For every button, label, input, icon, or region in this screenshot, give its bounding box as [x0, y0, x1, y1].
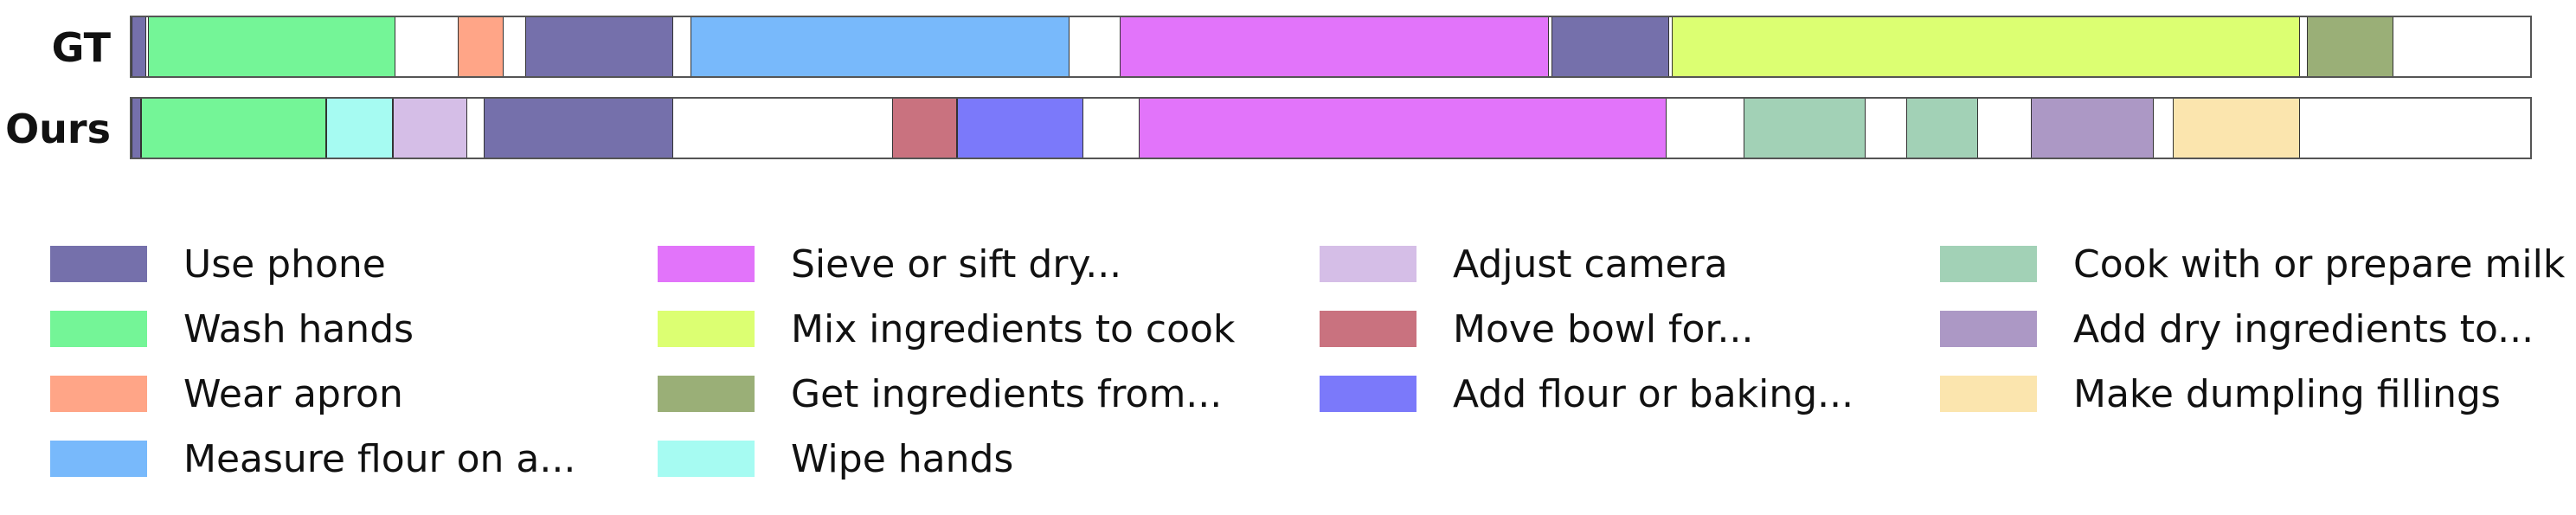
legend-item: Wash hands: [50, 303, 414, 355]
legend-label: Add flour or baking...: [1453, 371, 1854, 416]
legend-label: Wipe hands: [791, 436, 1014, 481]
segment-wear-apron: [457, 17, 504, 76]
legend-swatch: [1320, 311, 1416, 347]
segment-cook-with-or-prepare-milk: [1906, 99, 1979, 158]
legend-item: Cook with or prepare milk: [1940, 238, 2565, 290]
segment-use-phone: [132, 17, 146, 76]
legend-swatch: [658, 311, 755, 347]
segment-get-ingredients-from: [2307, 17, 2393, 76]
timeline-track-gt: [130, 16, 2532, 78]
legend-item: Wear apron: [50, 368, 403, 420]
segment-sieve-or-sift-dry: [1120, 17, 1550, 76]
legend-item: Move bowl for...: [1320, 303, 1753, 355]
segment-sieve-or-sift-dry: [1139, 99, 1667, 158]
segment-use-phone: [1551, 17, 1669, 76]
legend-item: Wipe hands: [658, 433, 1013, 485]
legend-item: Mix ingredients to cook: [658, 303, 1235, 355]
row-label-gt: GT: [51, 24, 111, 71]
legend-swatch: [50, 376, 147, 412]
legend-swatch: [50, 441, 147, 477]
legend-item: Sieve or sift dry...: [658, 238, 1121, 290]
segment-wash-hands: [148, 17, 395, 76]
legend-label: Wear apron: [183, 371, 403, 416]
segment-add-dry-ingredients-to: [2031, 99, 2154, 158]
segment-measure-flour-on-a: [690, 17, 1070, 76]
legend-item: Add dry ingredients to...: [1940, 303, 2534, 355]
segment-wash-hands: [141, 99, 326, 158]
legend-item: Add flour or baking...: [1320, 368, 1853, 420]
legend-swatch: [1320, 376, 1416, 412]
legend-item: Use phone: [50, 238, 386, 290]
legend-label: Move bowl for...: [1453, 306, 1754, 351]
segment-use-phone: [132, 99, 142, 158]
segment-cook-with-or-prepare-milk: [1743, 99, 1866, 158]
segment-use-phone: [524, 17, 674, 76]
segment-use-phone: [484, 99, 674, 158]
legend-label: Measure flour on a...: [183, 436, 576, 481]
legend-label: Get ingredients from...: [791, 371, 1223, 416]
legend-label: Mix ingredients to cook: [791, 306, 1236, 351]
legend-swatch: [1940, 311, 2037, 347]
legend-item: Measure flour on a...: [50, 433, 575, 485]
legend-swatch: [658, 441, 755, 477]
legend-item: Adjust camera: [1320, 238, 1728, 290]
timeline-track-ours: [130, 97, 2532, 159]
legend-label: Use phone: [183, 241, 386, 286]
legend-item: Get ingredients from...: [658, 368, 1222, 420]
segment-wipe-hands: [325, 99, 394, 158]
legend-swatch: [50, 311, 147, 347]
segment-adjust-camera: [393, 99, 468, 158]
legend-label: Wash hands: [183, 306, 414, 351]
legend-label: Cook with or prepare milk: [2073, 241, 2566, 286]
legend-label: Make dumpling fillings: [2073, 371, 2501, 416]
legend-swatch: [658, 246, 755, 282]
legend-swatch: [50, 246, 147, 282]
legend-label: Adjust camera: [1453, 241, 1728, 286]
legend-label: Add dry ingredients to...: [2073, 306, 2534, 351]
legend-swatch: [1940, 246, 2037, 282]
segment-move-bowl-for: [891, 99, 957, 158]
segment-make-dumpling-fillings: [2172, 99, 2300, 158]
legend-item: Make dumpling fillings: [1940, 368, 2501, 420]
segment-add-flour-or-baking: [956, 99, 1084, 158]
legend-swatch: [1320, 246, 1416, 282]
segment-mix-ingredients-to-cook: [1671, 17, 2300, 76]
legend-label: Sieve or sift dry...: [791, 241, 1122, 286]
legend-swatch: [658, 376, 755, 412]
legend-swatch: [1940, 376, 2037, 412]
row-label-ours: Ours: [5, 106, 111, 152]
